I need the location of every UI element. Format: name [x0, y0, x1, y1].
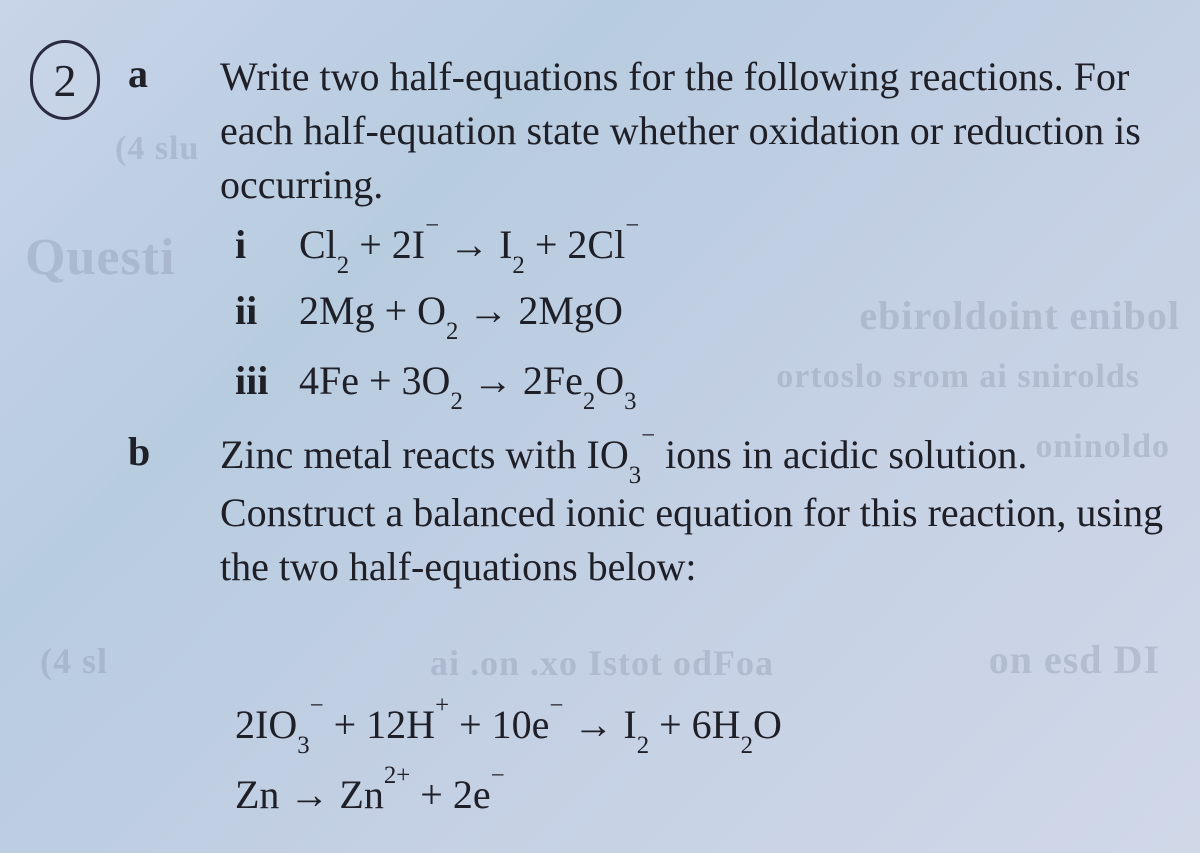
ghost-text: ebiroldoint enibol [859, 292, 1180, 339]
question-number-circle: 2 [30, 40, 100, 120]
roman-i: i [235, 220, 299, 270]
equation-b-2: Zn → Zn2+ + 2e− [235, 770, 505, 820]
equation-a-ii: ii2Mg + O2 → 2MgO [235, 286, 623, 342]
roman-iii: iii [235, 356, 299, 406]
question-number: 2 [30, 40, 100, 120]
equation-a-i-body: Cl2 + 2I− → I2 + 2Cl− [299, 222, 639, 267]
ghost-text: (4 slu [115, 130, 199, 168]
equation-a-i: iCl2 + 2I− → I2 + 2Cl− [235, 220, 639, 276]
equation-a-iii: iii4Fe + 3O2 → 2Fe2O3 [235, 356, 637, 412]
ghost-text: on esd DI [989, 636, 1160, 683]
part-b-intro: Zinc metal reacts with IO3− ions in acid… [220, 428, 1170, 594]
ghost-text: ai .on .xo Istot odFoa [430, 642, 774, 684]
page: Questi ebiroldoint enibol ortoslo srom a… [0, 0, 1200, 60]
part-label-b: b [128, 428, 150, 475]
ghost-text: Questi [25, 228, 175, 287]
equation-a-ii-body: 2Mg + O2 → 2MgO [299, 288, 623, 333]
part-label-a: a [128, 50, 148, 97]
roman-ii: ii [235, 286, 299, 336]
ghost-text: ortoslo srom ai snirolds [776, 358, 1140, 396]
part-a-intro: Write two half-equations for the followi… [220, 50, 1170, 212]
ghost-text: (4 sl [40, 640, 108, 682]
equation-b-1: 2IO3− + 12H+ + 10e− → I2 + 6H2O [235, 700, 782, 756]
equation-a-iii-body: 4Fe + 3O2 → 2Fe2O3 [299, 358, 637, 403]
